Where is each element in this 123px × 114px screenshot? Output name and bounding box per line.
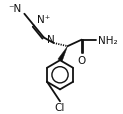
Text: NH₂: NH₂	[98, 35, 117, 45]
Text: N⁺: N⁺	[37, 15, 50, 25]
Text: N: N	[46, 34, 54, 44]
Text: ⁻N: ⁻N	[8, 4, 21, 14]
Text: Cl: Cl	[55, 102, 65, 112]
Text: O: O	[77, 56, 86, 66]
Polygon shape	[58, 47, 68, 62]
